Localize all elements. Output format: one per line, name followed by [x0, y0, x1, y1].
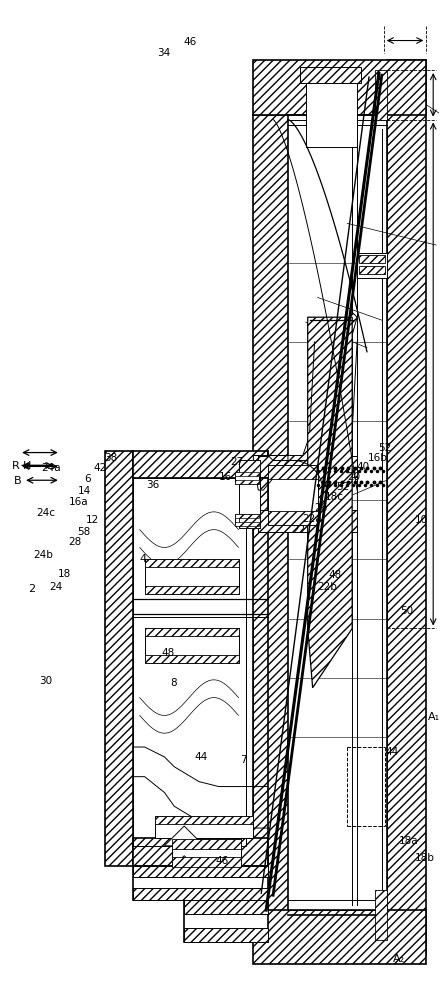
Polygon shape: [164, 826, 204, 846]
Bar: [253, 60, 426, 115]
Text: 38: 38: [104, 453, 117, 463]
Text: 24b: 24b: [33, 550, 53, 560]
Bar: [184, 900, 268, 942]
Bar: [238, 460, 260, 474]
Bar: [184, 900, 268, 914]
Bar: [133, 838, 268, 866]
Bar: [145, 628, 238, 663]
Text: 34: 34: [157, 48, 170, 58]
Bar: [238, 514, 260, 528]
Bar: [375, 890, 387, 940]
Bar: [268, 465, 318, 479]
Bar: [253, 115, 288, 915]
Text: 24a: 24a: [41, 463, 60, 473]
Bar: [375, 70, 387, 120]
Bar: [133, 866, 268, 877]
Text: 24c: 24c: [36, 508, 55, 518]
Text: 18: 18: [58, 569, 71, 579]
Text: 48: 48: [161, 648, 175, 658]
Text: 14: 14: [78, 486, 91, 496]
Bar: [235, 472, 259, 476]
Polygon shape: [164, 856, 204, 875]
Bar: [133, 478, 246, 846]
Bar: [235, 472, 259, 484]
Bar: [145, 559, 238, 594]
Text: 46: 46: [216, 856, 229, 866]
Bar: [359, 266, 385, 274]
Text: 7: 7: [240, 755, 247, 765]
Text: 44: 44: [386, 747, 399, 757]
Bar: [235, 480, 259, 484]
Text: 22b: 22b: [318, 582, 337, 592]
Text: A₂: A₂: [393, 954, 405, 964]
Bar: [172, 839, 241, 849]
Text: 24: 24: [50, 582, 63, 592]
Bar: [268, 465, 318, 525]
Text: 50: 50: [400, 606, 413, 616]
Bar: [145, 628, 238, 636]
Text: 4: 4: [139, 554, 146, 564]
Bar: [235, 514, 259, 526]
Text: 20: 20: [347, 472, 360, 482]
Bar: [258, 510, 357, 532]
Text: 58: 58: [77, 527, 90, 537]
Bar: [268, 511, 318, 525]
Bar: [235, 514, 259, 518]
Text: 2: 2: [27, 584, 35, 594]
Bar: [133, 451, 268, 478]
Text: 44: 44: [194, 752, 207, 762]
Bar: [387, 60, 426, 955]
Bar: [145, 655, 238, 663]
Bar: [133, 888, 268, 900]
Bar: [145, 586, 238, 594]
Bar: [105, 451, 133, 866]
Bar: [145, 559, 238, 567]
Text: 48: 48: [329, 570, 342, 580]
Text: H: H: [23, 461, 31, 471]
Bar: [238, 460, 260, 528]
Bar: [258, 456, 357, 477]
Text: 28: 28: [68, 537, 82, 547]
Bar: [235, 522, 259, 526]
Text: 12: 12: [86, 515, 99, 525]
Text: A₁: A₁: [428, 712, 440, 722]
Bar: [172, 839, 241, 867]
Text: 8: 8: [170, 678, 177, 688]
Text: 36: 36: [146, 480, 159, 490]
Text: 22: 22: [292, 525, 305, 535]
Text: 22a: 22a: [302, 514, 322, 524]
Text: 10: 10: [415, 515, 428, 525]
Bar: [359, 255, 385, 263]
Text: 16: 16: [219, 472, 232, 482]
Text: 16b: 16b: [367, 453, 387, 463]
Text: 26: 26: [314, 503, 327, 513]
Polygon shape: [268, 312, 357, 460]
Text: 27: 27: [230, 457, 244, 467]
Polygon shape: [308, 317, 352, 688]
Text: 18b: 18b: [415, 853, 435, 863]
Text: B: B: [14, 476, 21, 486]
Bar: [253, 910, 426, 964]
Bar: [184, 928, 268, 942]
Text: 52: 52: [336, 482, 349, 492]
Text: 52: 52: [378, 443, 391, 453]
Text: R: R: [12, 461, 19, 471]
Bar: [306, 83, 357, 147]
Text: 16a: 16a: [69, 497, 89, 507]
Text: 6: 6: [85, 474, 91, 484]
Bar: [133, 866, 268, 900]
Text: 42: 42: [93, 463, 107, 473]
Bar: [258, 456, 357, 532]
Text: 46: 46: [184, 37, 197, 47]
Bar: [300, 67, 361, 83]
Bar: [172, 857, 241, 867]
Text: 18c: 18c: [324, 492, 343, 502]
Bar: [357, 253, 387, 278]
Text: 30: 30: [39, 676, 53, 686]
Text: 40: 40: [357, 462, 370, 472]
Text: 18a: 18a: [398, 836, 418, 846]
Bar: [155, 816, 253, 838]
Bar: [155, 816, 253, 824]
